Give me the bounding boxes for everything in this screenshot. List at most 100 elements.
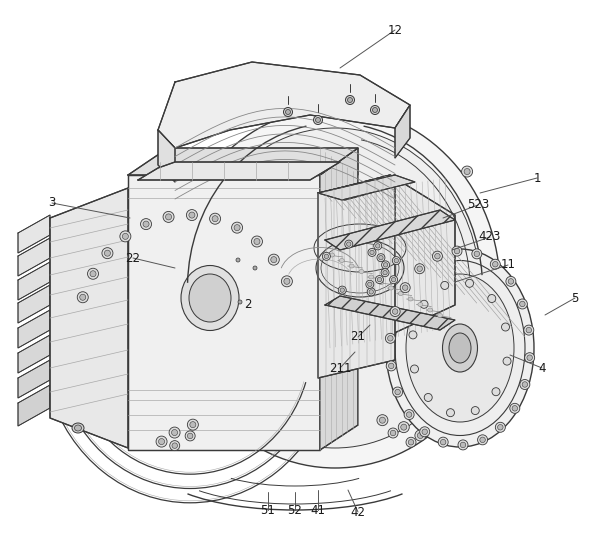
Ellipse shape <box>329 253 335 257</box>
Ellipse shape <box>384 263 388 267</box>
Ellipse shape <box>376 276 384 284</box>
Ellipse shape <box>452 246 462 256</box>
Ellipse shape <box>140 219 151 230</box>
Text: 21: 21 <box>350 330 365 344</box>
Ellipse shape <box>526 327 532 333</box>
Polygon shape <box>18 310 50 348</box>
Ellipse shape <box>377 278 382 282</box>
Ellipse shape <box>268 254 279 265</box>
Ellipse shape <box>480 437 485 442</box>
Text: 211: 211 <box>329 361 352 375</box>
Ellipse shape <box>385 334 396 344</box>
Ellipse shape <box>379 417 385 423</box>
Ellipse shape <box>510 403 520 413</box>
Ellipse shape <box>460 442 466 448</box>
Ellipse shape <box>402 285 408 290</box>
Polygon shape <box>138 162 340 180</box>
Text: 423: 423 <box>479 230 501 244</box>
Ellipse shape <box>373 108 377 113</box>
Ellipse shape <box>527 355 532 360</box>
Ellipse shape <box>464 169 470 175</box>
Ellipse shape <box>420 427 430 437</box>
Text: 42: 42 <box>350 506 365 518</box>
Ellipse shape <box>415 264 425 274</box>
Ellipse shape <box>388 336 393 341</box>
Ellipse shape <box>401 424 407 430</box>
Text: 5: 5 <box>571 291 579 305</box>
Ellipse shape <box>449 333 471 363</box>
Ellipse shape <box>323 253 330 260</box>
Ellipse shape <box>324 254 329 259</box>
Ellipse shape <box>189 212 195 218</box>
Ellipse shape <box>508 279 514 284</box>
Ellipse shape <box>238 300 242 304</box>
Ellipse shape <box>390 276 397 284</box>
Ellipse shape <box>393 256 400 265</box>
Polygon shape <box>18 385 50 426</box>
Ellipse shape <box>381 269 389 276</box>
Ellipse shape <box>283 108 292 117</box>
Polygon shape <box>128 175 320 450</box>
Ellipse shape <box>156 436 167 447</box>
Ellipse shape <box>347 242 351 246</box>
Ellipse shape <box>189 274 231 322</box>
Ellipse shape <box>438 437 448 447</box>
Ellipse shape <box>388 363 394 369</box>
Ellipse shape <box>400 282 410 292</box>
Ellipse shape <box>506 276 516 286</box>
Ellipse shape <box>495 422 505 432</box>
Ellipse shape <box>478 435 488 445</box>
Ellipse shape <box>190 128 480 448</box>
Ellipse shape <box>417 432 423 438</box>
Polygon shape <box>18 215 50 253</box>
Ellipse shape <box>386 361 396 371</box>
Polygon shape <box>18 335 50 373</box>
Ellipse shape <box>87 268 98 279</box>
Ellipse shape <box>75 425 81 431</box>
Ellipse shape <box>339 259 344 263</box>
Ellipse shape <box>284 278 290 284</box>
Ellipse shape <box>472 249 482 259</box>
Text: 523: 523 <box>467 199 489 211</box>
Ellipse shape <box>253 266 257 270</box>
Ellipse shape <box>388 286 393 290</box>
Polygon shape <box>128 148 358 175</box>
Ellipse shape <box>379 280 384 285</box>
Ellipse shape <box>370 250 374 255</box>
Ellipse shape <box>382 261 390 269</box>
Ellipse shape <box>347 98 353 103</box>
Text: 12: 12 <box>388 23 402 37</box>
Ellipse shape <box>502 323 510 331</box>
Ellipse shape <box>159 438 165 445</box>
Ellipse shape <box>181 265 239 330</box>
Ellipse shape <box>80 294 86 300</box>
Ellipse shape <box>102 248 113 259</box>
Text: 3: 3 <box>48 196 55 209</box>
Ellipse shape <box>234 225 240 231</box>
Ellipse shape <box>425 393 432 401</box>
Text: 51: 51 <box>260 503 276 517</box>
Text: 4: 4 <box>538 361 546 375</box>
Polygon shape <box>18 285 50 323</box>
Ellipse shape <box>525 352 535 362</box>
Ellipse shape <box>398 422 409 433</box>
Ellipse shape <box>408 297 413 301</box>
Ellipse shape <box>512 406 517 411</box>
Text: 1: 1 <box>533 171 541 184</box>
Ellipse shape <box>474 251 479 256</box>
Ellipse shape <box>386 249 534 447</box>
Ellipse shape <box>210 213 221 224</box>
Ellipse shape <box>406 437 416 447</box>
Ellipse shape <box>411 365 418 373</box>
Ellipse shape <box>420 300 428 308</box>
Polygon shape <box>320 175 410 200</box>
Ellipse shape <box>368 249 376 256</box>
Text: 2: 2 <box>244 299 251 311</box>
Ellipse shape <box>72 423 84 433</box>
Ellipse shape <box>446 408 455 417</box>
Ellipse shape <box>169 427 180 438</box>
Ellipse shape <box>422 429 428 435</box>
Ellipse shape <box>172 443 177 448</box>
Ellipse shape <box>377 254 385 261</box>
Ellipse shape <box>314 115 323 124</box>
